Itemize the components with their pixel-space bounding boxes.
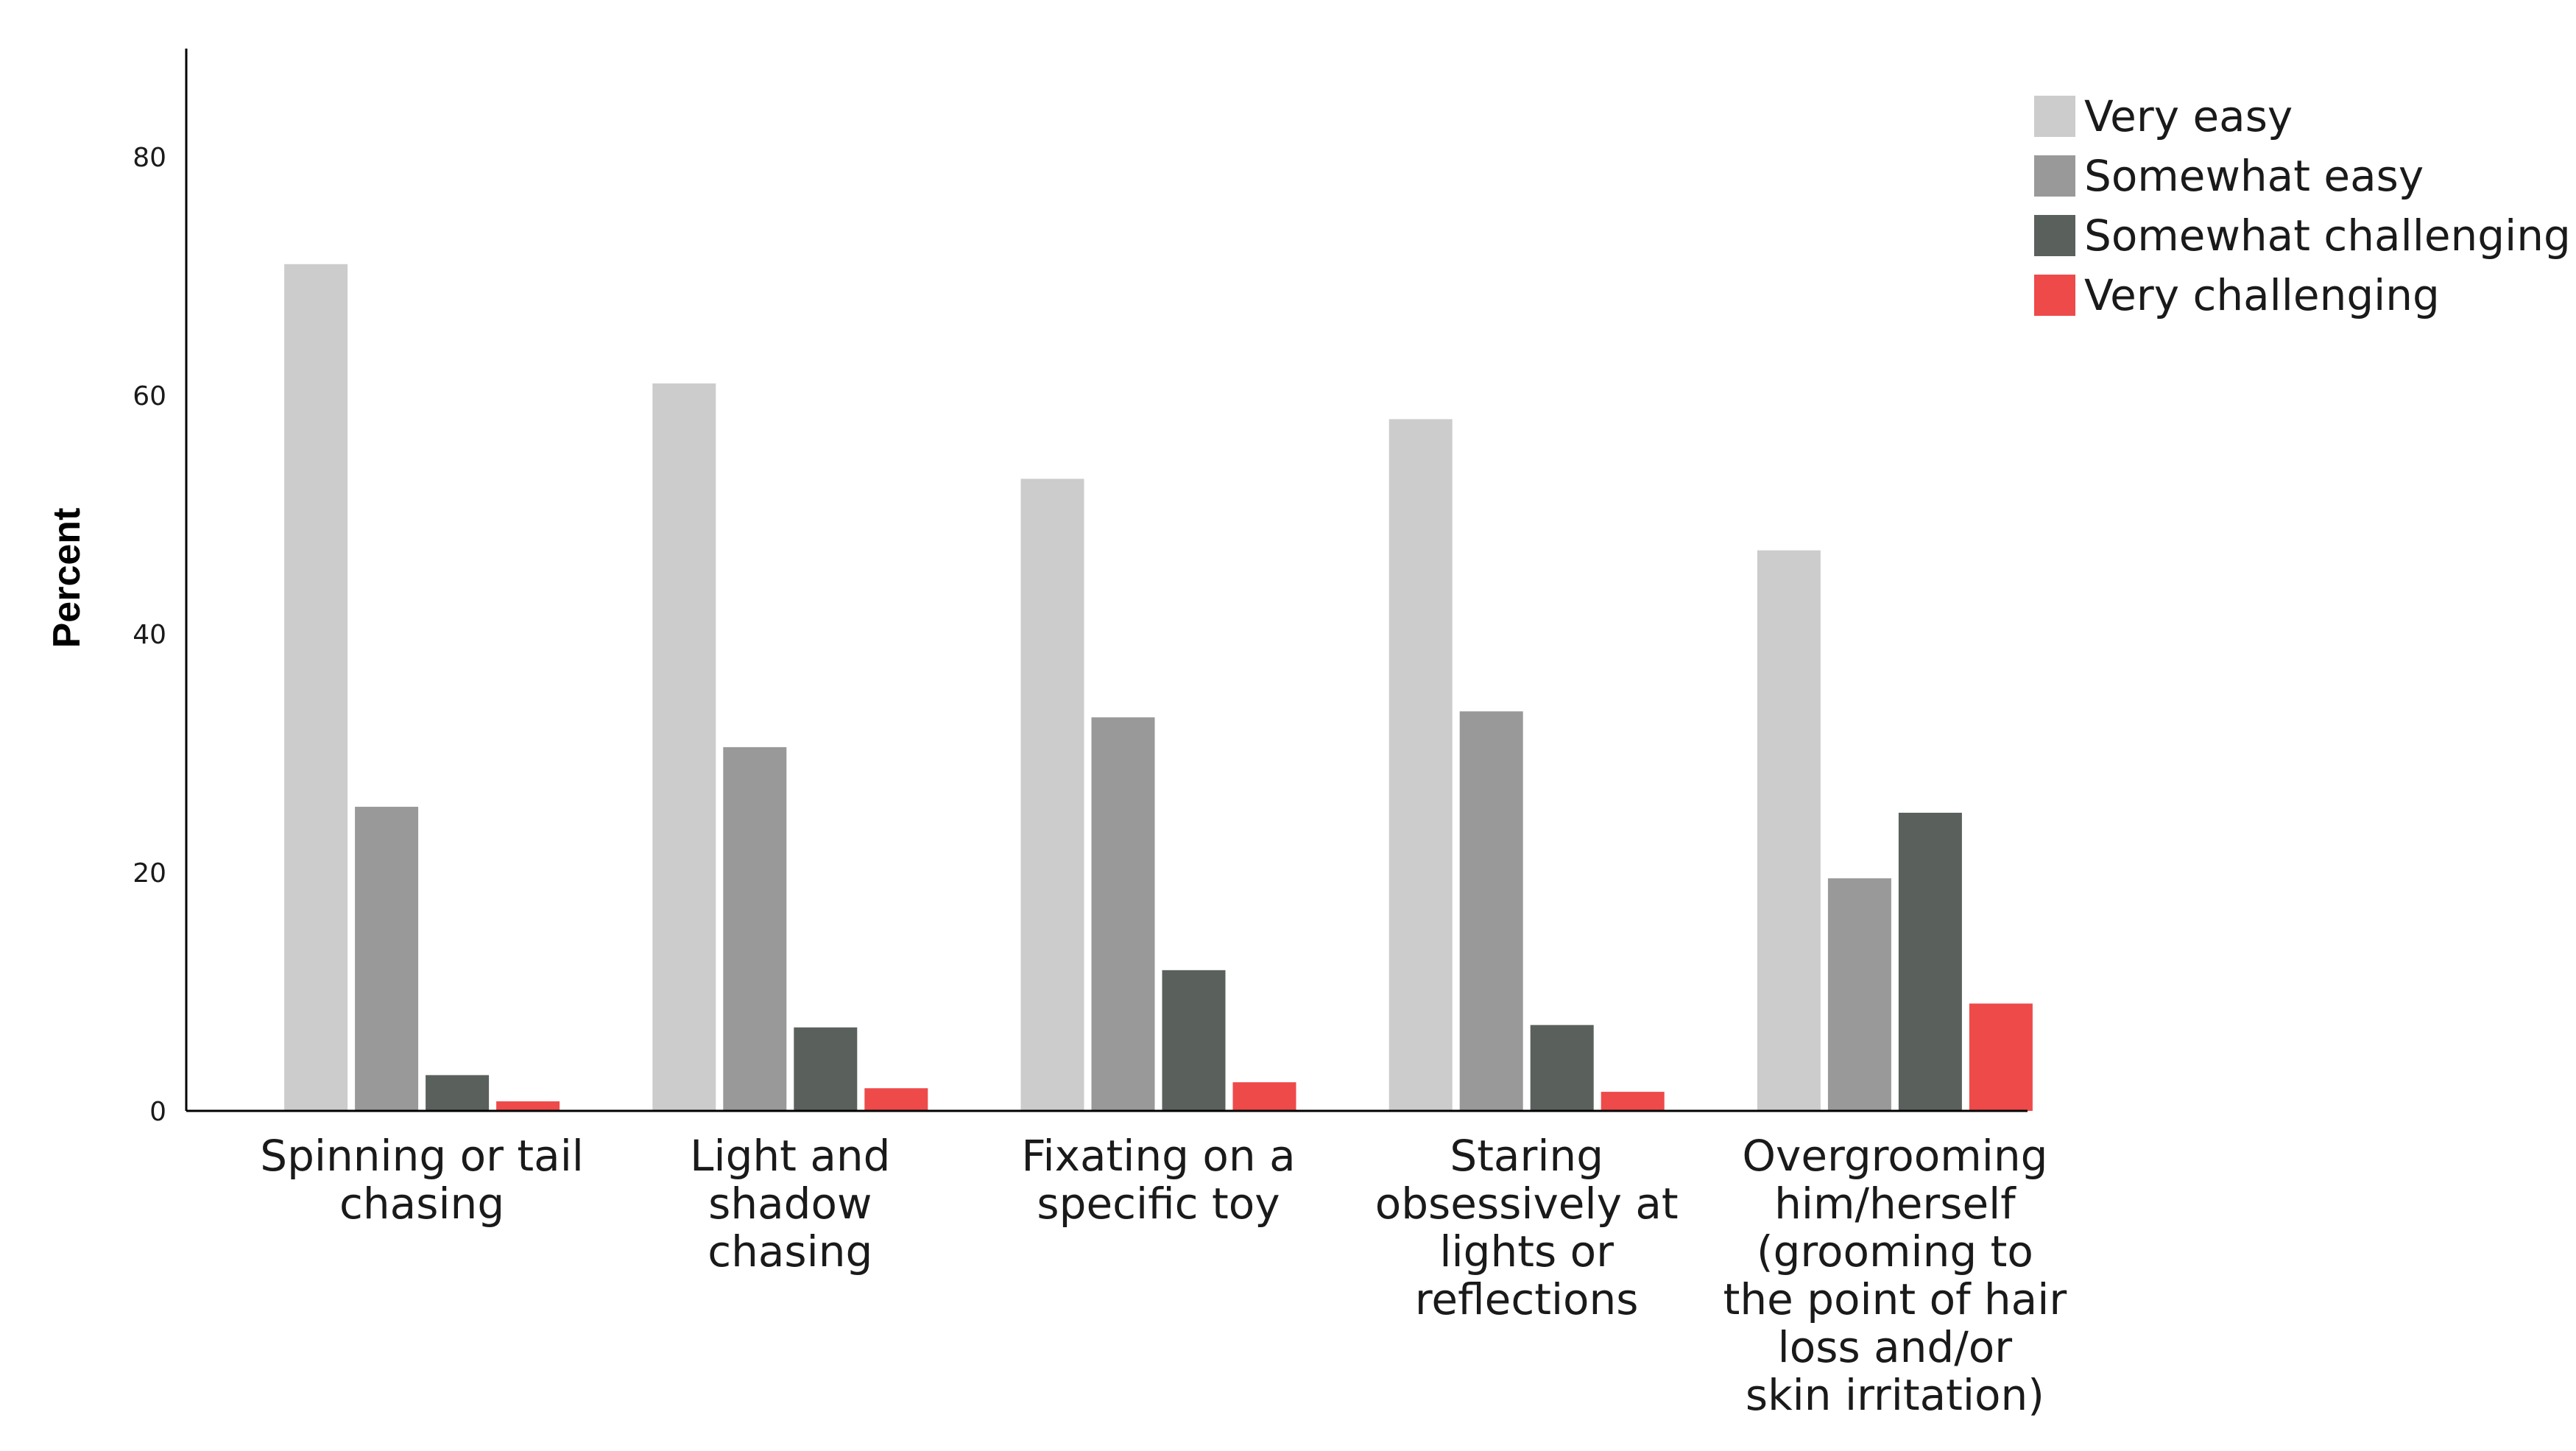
- x-category-label: him/herself: [1774, 1179, 2016, 1229]
- x-category-label: the point of hair: [1723, 1274, 2067, 1324]
- x-category-label: Light and: [690, 1131, 890, 1181]
- bar: [723, 746, 787, 1111]
- y-tick-label: 40: [133, 620, 166, 650]
- x-category-label: Fixating on a: [1021, 1131, 1295, 1181]
- legend: Very easy Somewhat easy Somewhat challengi…: [2034, 91, 2571, 320]
- bar: [1827, 878, 1891, 1111]
- bar: [355, 806, 419, 1111]
- bar: [1898, 813, 1962, 1111]
- x-category-label: lights or: [1439, 1226, 1614, 1277]
- x-category-label: Overgrooming: [1742, 1131, 2047, 1181]
- legend-label: Very challenging: [2084, 270, 2440, 320]
- bar: [496, 1101, 560, 1111]
- bar: [1969, 1003, 2033, 1111]
- y-axis-title: Percent: [46, 508, 88, 649]
- bar: [794, 1027, 858, 1111]
- bar: [1601, 1092, 1665, 1111]
- legend-swatch: [2034, 155, 2075, 197]
- legend-swatch: [2034, 215, 2075, 256]
- x-category-label: obsessively at: [1375, 1179, 1679, 1229]
- legend-swatch: [2034, 96, 2075, 137]
- bar: [1020, 479, 1084, 1111]
- y-tick-label: 60: [133, 381, 166, 412]
- y-tick-label: 20: [133, 858, 166, 889]
- x-category-label: chasing: [707, 1226, 872, 1277]
- x-category-label: shadow: [708, 1179, 872, 1229]
- x-category-label: skin irritation): [1746, 1370, 2044, 1420]
- bar: [1459, 711, 1523, 1111]
- y-axis-ticks: 0 20 40 60 80: [133, 143, 166, 1127]
- bar: [864, 1088, 928, 1111]
- x-category-label: Spinning or tail: [260, 1131, 584, 1181]
- legend-swatch: [2034, 275, 2075, 316]
- x-category-label: loss and/or: [1778, 1322, 2013, 1372]
- bar: [1388, 419, 1453, 1111]
- bar: [652, 383, 716, 1111]
- bar: [1091, 717, 1155, 1111]
- x-category-label: Staring: [1450, 1131, 1603, 1181]
- x-category-label: specific toy: [1037, 1179, 1280, 1229]
- bar: [284, 264, 348, 1111]
- x-category-label: chasing: [339, 1179, 504, 1229]
- bar: [1232, 1082, 1296, 1111]
- bar: [1757, 550, 1821, 1111]
- bar: [1530, 1025, 1594, 1111]
- x-category-label: reflections: [1415, 1274, 1639, 1324]
- y-tick-label: 80: [133, 143, 166, 173]
- bars-group: [284, 264, 2033, 1111]
- bar: [1162, 970, 1226, 1111]
- bar: [426, 1075, 490, 1111]
- y-tick-label: 0: [149, 1097, 166, 1127]
- legend-label: Somewhat challenging: [2084, 211, 2571, 261]
- x-category-label: (grooming to: [1757, 1226, 2033, 1277]
- legend-label: Very easy: [2084, 91, 2293, 141]
- legend-label: Somewhat easy: [2084, 151, 2424, 201]
